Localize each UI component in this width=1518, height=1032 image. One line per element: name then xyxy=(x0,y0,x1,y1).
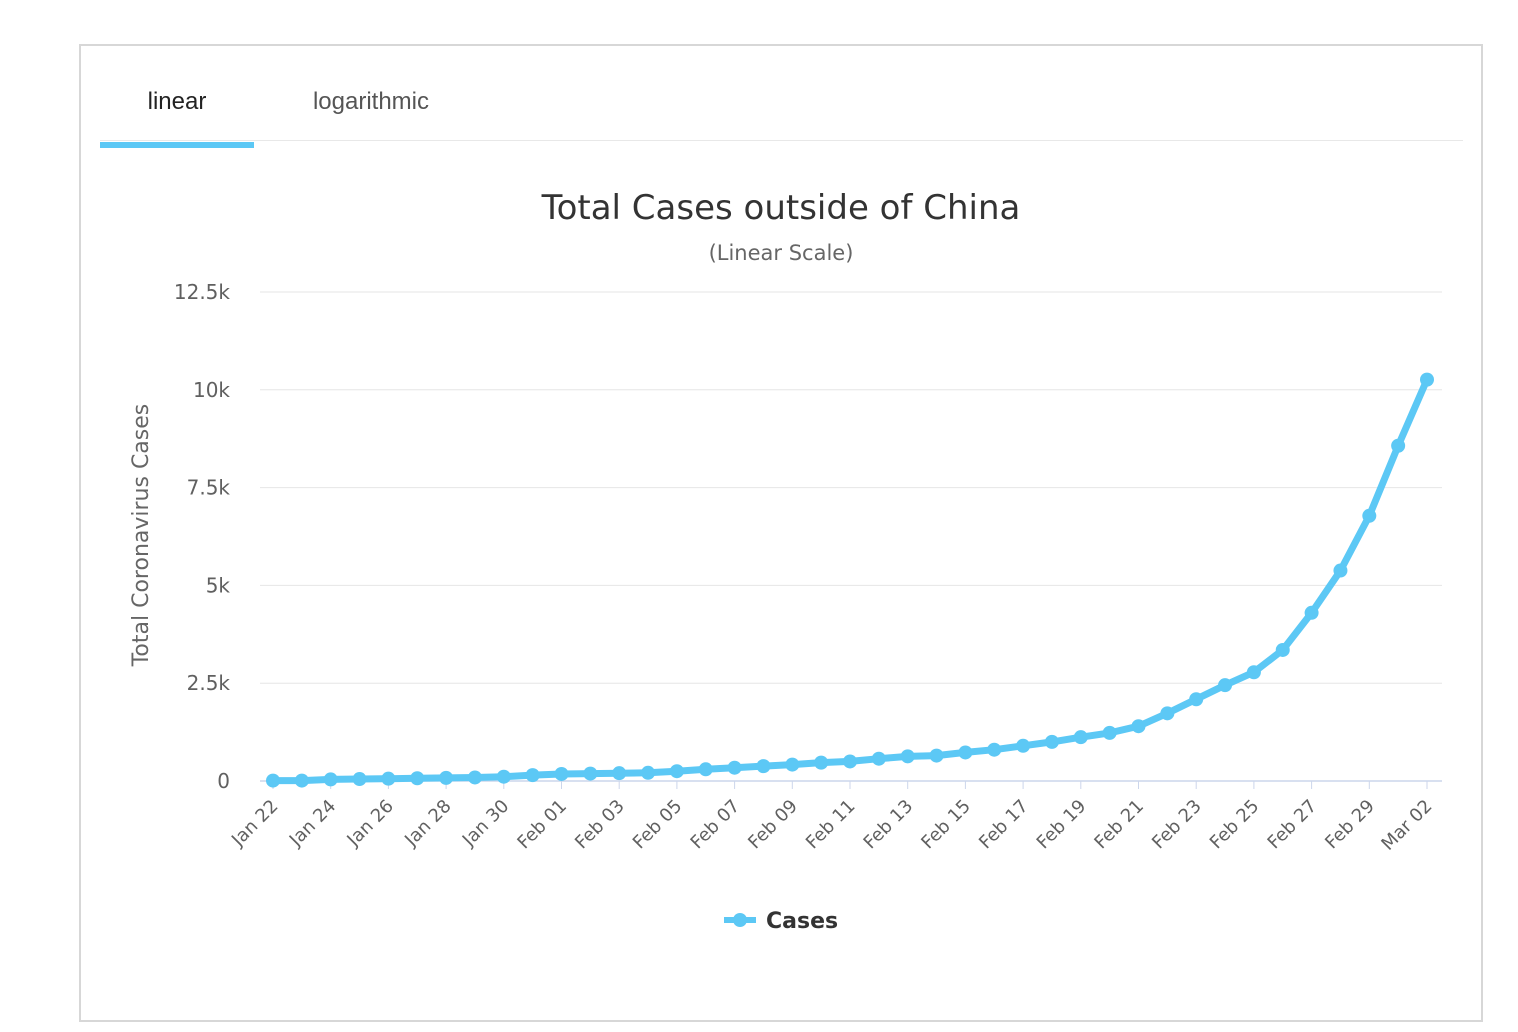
x-tick-label: Feb 07 xyxy=(687,796,745,854)
data-point[interactable] xyxy=(1131,719,1146,734)
data-point[interactable] xyxy=(439,770,454,785)
data-point[interactable] xyxy=(900,749,915,764)
data-point[interactable] xyxy=(1391,438,1406,453)
data-point[interactable] xyxy=(496,769,511,784)
data-point[interactable] xyxy=(525,768,540,783)
grid-lines xyxy=(260,291,1442,782)
data-point[interactable] xyxy=(698,762,713,777)
x-tick-label: Feb 23 xyxy=(1148,796,1206,854)
y-axis-ticks: 0 2.5k 5k 7.5k 10k 12.5k xyxy=(174,280,231,793)
x-tick-label: Feb 09 xyxy=(744,796,802,854)
data-point[interactable] xyxy=(1073,730,1088,745)
data-point[interactable] xyxy=(727,760,742,775)
x-tick-label: Feb 21 xyxy=(1090,796,1148,854)
legend-label-cases: Cases xyxy=(766,909,838,934)
legend[interactable]: Cases xyxy=(724,909,838,934)
data-point[interactable] xyxy=(612,766,627,781)
data-point[interactable] xyxy=(323,772,338,787)
tab-divider xyxy=(100,140,1463,141)
x-tick-label: Feb 03 xyxy=(571,796,629,854)
x-tick-label: Feb 17 xyxy=(975,796,1033,854)
data-point[interactable] xyxy=(1102,725,1117,740)
x-tick-label: Jan 24 xyxy=(285,796,340,851)
x-tick-label: Jan 22 xyxy=(227,796,282,851)
data-point[interactable] xyxy=(1304,605,1319,620)
active-tab-indicator xyxy=(100,142,254,148)
data-point[interactable] xyxy=(843,754,857,769)
y-axis-label: Total Coronavirus Cases xyxy=(129,404,154,668)
y-tick-label: 2.5k xyxy=(187,671,231,695)
chart-card xyxy=(79,44,1483,1022)
x-tick-label: Jan 26 xyxy=(343,796,398,851)
data-point[interactable] xyxy=(1420,372,1434,387)
data-point[interactable] xyxy=(871,751,886,766)
legend-marker xyxy=(733,913,747,927)
x-tick-label: Jan 28 xyxy=(400,796,455,851)
data-point[interactable] xyxy=(1016,738,1031,753)
data-point[interactable] xyxy=(958,745,973,760)
data-point[interactable] xyxy=(381,771,396,786)
x-tick-label: Feb 13 xyxy=(860,796,918,854)
data-point[interactable] xyxy=(785,757,800,772)
data-point[interactable] xyxy=(669,764,684,779)
y-tick-label: 7.5k xyxy=(187,476,231,500)
data-point[interactable] xyxy=(352,772,367,787)
x-axis-ticks: Jan 22 Jan 24 Jan 26 Jan 28 Jan 30 Feb 01 Feb … xyxy=(227,781,1437,855)
data-point[interactable] xyxy=(266,773,280,788)
tab-logarithmic[interactable]: logarithmic xyxy=(312,88,430,115)
series-line-cases xyxy=(269,376,1431,785)
x-tick-label: Feb 11 xyxy=(802,796,860,854)
data-point[interactable] xyxy=(1160,706,1175,721)
chart-subtitle: (Linear Scale) xyxy=(709,241,854,265)
data-point[interactable] xyxy=(929,748,944,763)
y-tick-label: 12.5k xyxy=(174,280,231,304)
y-tick-label: 10k xyxy=(193,378,230,402)
data-point[interactable] xyxy=(467,770,482,785)
tab-linear[interactable]: linear xyxy=(147,88,207,115)
data-point[interactable] xyxy=(1218,678,1233,693)
y-tick-label: 5k xyxy=(206,573,231,597)
data-point[interactable] xyxy=(1333,563,1348,578)
x-tick-label: Mar 02 xyxy=(1377,796,1436,855)
data-point[interactable] xyxy=(410,771,425,786)
data-point[interactable] xyxy=(1246,665,1261,680)
data-point[interactable] xyxy=(756,759,771,774)
data-point[interactable] xyxy=(294,773,309,788)
series-cases[interactable] xyxy=(266,372,1434,788)
data-point[interactable] xyxy=(554,766,569,781)
data-point[interactable] xyxy=(1044,734,1059,749)
data-point[interactable] xyxy=(641,765,656,780)
x-tick-label: Feb 05 xyxy=(629,796,687,854)
x-tick-label: Feb 29 xyxy=(1321,796,1379,854)
data-point[interactable] xyxy=(1362,508,1377,523)
data-point[interactable] xyxy=(987,742,1002,757)
x-tick-label: Feb 15 xyxy=(917,796,975,854)
x-tick-label: Jan 30 xyxy=(458,796,513,851)
y-tick-label: 0 xyxy=(217,769,230,793)
x-tick-label: Feb 19 xyxy=(1033,796,1091,854)
data-point[interactable] xyxy=(814,755,829,770)
x-tick-label: Feb 01 xyxy=(513,796,571,854)
data-point[interactable] xyxy=(583,766,598,781)
data-point[interactable] xyxy=(1189,692,1204,707)
x-tick-label: Feb 25 xyxy=(1206,796,1264,854)
chart-title: Total Cases outside of China xyxy=(541,188,1021,228)
x-tick-label: Feb 27 xyxy=(1264,796,1322,854)
data-point[interactable] xyxy=(1275,642,1290,657)
